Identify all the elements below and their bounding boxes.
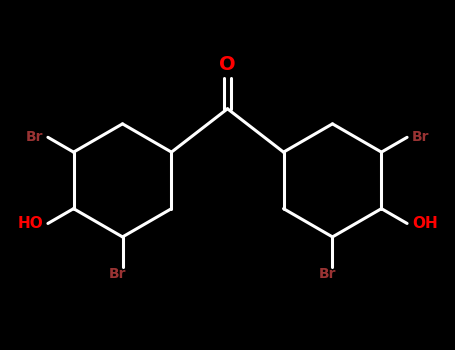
Text: Br: Br [25,130,43,144]
Text: HO: HO [17,216,43,231]
Text: OH: OH [412,216,438,231]
Text: Br: Br [412,130,430,144]
Text: Br: Br [109,266,126,280]
Text: O: O [219,55,236,74]
Text: Br: Br [319,266,336,280]
